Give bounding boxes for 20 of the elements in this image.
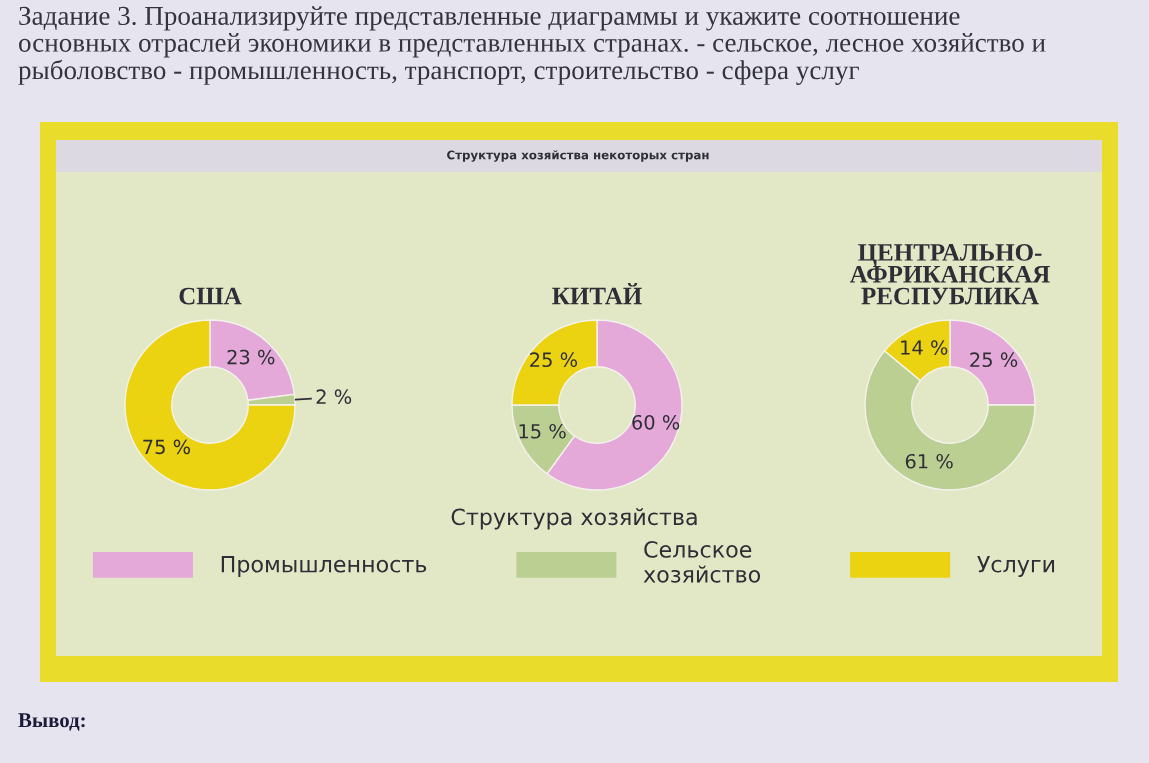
data-label: 60 % [632, 414, 680, 430]
data-label: 75 % [143, 439, 191, 455]
legend-label: Сельское хозяйство [643, 541, 761, 583]
chart-title: США [179, 287, 242, 305]
chart-title: ЦЕНТРАЛЬНО- АФРИКАНСКАЯ РЕСПУБЛИКА [849, 244, 1050, 305]
data-label: 15 % [519, 423, 566, 439]
data-label: 25 % [970, 352, 1018, 368]
data-label: 25 % [530, 352, 578, 368]
text: Вывод: [18, 713, 85, 731]
data-label: 23 % [227, 349, 275, 365]
donut-slice [124, 319, 296, 491]
data-label: 2 % [316, 389, 352, 405]
legend-label: Услуги [977, 556, 1055, 577]
legend-title: Структура хозяйства [451, 508, 697, 530]
data-label: 61 % [905, 453, 953, 469]
text: Структура хозяйства некоторых стран [447, 150, 709, 162]
text: Задание 3. Проанализируйте представленные диаграммы и укажите соотношение основных отраслей экономики в представленных странах. - сельское, лесное хозяйство и рыболовство - промышленность, транспорт, строительство - сфера услуг [18, 6, 1046, 85]
chart-title: КИТАЙ [552, 283, 642, 305]
data-label: 14 % [901, 340, 948, 355]
legend-label: Промышленность [221, 556, 427, 577]
